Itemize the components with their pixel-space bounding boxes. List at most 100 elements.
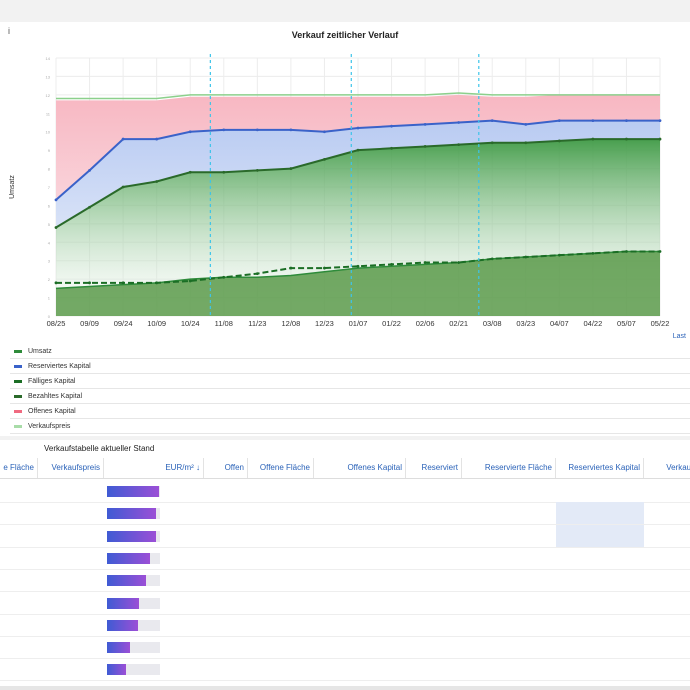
x-tick-label: 11/23 xyxy=(248,319,266,328)
chart-title: Verkauf zeitlicher Verlauf xyxy=(291,30,399,40)
column-header[interactable]: Offene Fläche xyxy=(248,458,314,478)
column-header[interactable]: e Fläche xyxy=(0,458,38,478)
x-tick-label: 02/21 xyxy=(449,319,468,328)
table-row[interactable] xyxy=(0,614,690,637)
legend-item[interactable]: Bezahltes Kapital xyxy=(10,389,690,404)
table-row[interactable] xyxy=(0,502,690,526)
data-point xyxy=(457,261,461,264)
data-point xyxy=(356,148,360,152)
column-header[interactable]: Reserviert xyxy=(406,458,462,478)
gauge-fill xyxy=(107,530,156,542)
data-point xyxy=(289,128,293,132)
data-point xyxy=(188,130,192,134)
table-row[interactable] xyxy=(0,547,690,570)
x-tick-label: 10/24 xyxy=(181,319,200,328)
column-header[interactable]: Reserviertes Kapital xyxy=(556,458,644,478)
data-point xyxy=(591,251,595,255)
gauge-fill xyxy=(107,664,127,676)
x-tick-label: 12/23 xyxy=(315,319,334,328)
column-header[interactable]: Verkaufte xyxy=(644,458,690,478)
data-point xyxy=(155,137,159,141)
data-point xyxy=(121,185,125,189)
legend-swatch xyxy=(14,379,22,383)
y-tick-label: 7 xyxy=(48,185,51,190)
gauge-fill xyxy=(107,619,138,631)
table-row[interactable] xyxy=(0,480,690,503)
y-tick-label: 2 xyxy=(48,277,51,282)
legend-swatch xyxy=(14,349,22,353)
data-point xyxy=(88,205,91,209)
data-point xyxy=(54,226,58,229)
data-point xyxy=(625,137,628,141)
y-tick-label: 13 xyxy=(46,74,51,79)
x-tick-label: 03/08 xyxy=(483,319,502,328)
column-header[interactable]: EUR/m² ↓ xyxy=(104,458,204,478)
umsatz-area xyxy=(56,251,660,316)
data-point xyxy=(390,124,393,128)
highlighted-cell xyxy=(556,524,644,547)
data-point xyxy=(557,139,561,143)
eur-per-m2-gauge xyxy=(107,552,160,564)
legend-label: Fälliges Kapital xyxy=(28,377,76,385)
x-tick-label: 09/24 xyxy=(114,319,133,328)
data-point xyxy=(423,122,427,126)
table-row[interactable] xyxy=(0,592,690,615)
legend-item[interactable]: Offenes Kapital xyxy=(10,404,690,419)
eur-per-m2-gauge xyxy=(107,508,160,520)
data-point xyxy=(88,169,91,172)
x-tick-label: 11/08 xyxy=(215,319,233,328)
data-point xyxy=(524,122,528,126)
data-point xyxy=(88,281,91,285)
data-point xyxy=(591,119,595,123)
table-header: e Fläche Verkaufspreis EUR/m² ↓ Offen Offene… xyxy=(0,458,690,479)
legend-item[interactable]: Reserviertes Kapital xyxy=(10,359,690,374)
y-tick-label: 12 xyxy=(46,93,51,98)
bottom-scrollbar[interactable] xyxy=(0,686,690,690)
x-tick-label: 05/07 xyxy=(617,319,636,328)
x-tick-label: 04/07 xyxy=(550,319,569,328)
data-point xyxy=(356,264,360,268)
eur-per-m2-gauge xyxy=(107,486,160,497)
table-row[interactable] xyxy=(0,636,690,660)
highlighted-cell xyxy=(556,502,644,525)
info-icon[interactable]: i xyxy=(8,26,10,36)
y-axis-label: Umsatz xyxy=(9,175,16,199)
legend-label: Offenes Kapital xyxy=(28,407,76,415)
column-header[interactable]: Reservierte Fläche xyxy=(462,458,556,478)
y-tick-label: 3 xyxy=(48,259,51,264)
data-point xyxy=(457,121,461,124)
data-point xyxy=(490,141,494,145)
data-point xyxy=(222,170,226,174)
table-row[interactable] xyxy=(0,569,690,593)
data-point xyxy=(423,261,427,264)
x-tick-label: 01/22 xyxy=(382,319,401,328)
legend-item[interactable]: Verkaufspreis xyxy=(10,419,690,434)
legend-item[interactable]: Umsatz xyxy=(10,344,690,359)
data-point xyxy=(490,257,494,261)
eur-per-m2-gauge xyxy=(107,597,160,609)
data-point xyxy=(323,130,326,134)
data-point xyxy=(255,272,259,276)
data-point xyxy=(289,167,293,170)
legend-swatch xyxy=(14,409,22,413)
x-tick-label: 05/22 xyxy=(651,319,670,328)
column-header[interactable]: Offen xyxy=(204,458,248,478)
y-tick-label: 10 xyxy=(46,130,51,135)
column-header[interactable]: Offenes Kapital xyxy=(314,458,406,478)
offenes-kapital-area xyxy=(56,94,660,200)
table-row[interactable] xyxy=(0,658,690,682)
column-header[interactable]: Verkaufspreis xyxy=(38,458,104,478)
x-tick-label: 04/22 xyxy=(583,319,602,328)
table-panel: Verkaufstabelle aktueller Stand e Fläche… xyxy=(0,440,690,686)
y-tick-label: 9 xyxy=(48,148,51,153)
chart-legend: Umsatz Reserviertes Kapital Fälliges Kapit… xyxy=(10,344,690,434)
y-tick-label: 4 xyxy=(48,240,51,245)
table-row[interactable] xyxy=(0,524,690,548)
data-point xyxy=(155,281,159,285)
legend-item[interactable]: Fälliges Kapital xyxy=(10,374,690,389)
legend-last-header: Last xyxy=(673,333,686,340)
data-point xyxy=(54,281,58,285)
verkaufspreis-line xyxy=(56,92,660,100)
